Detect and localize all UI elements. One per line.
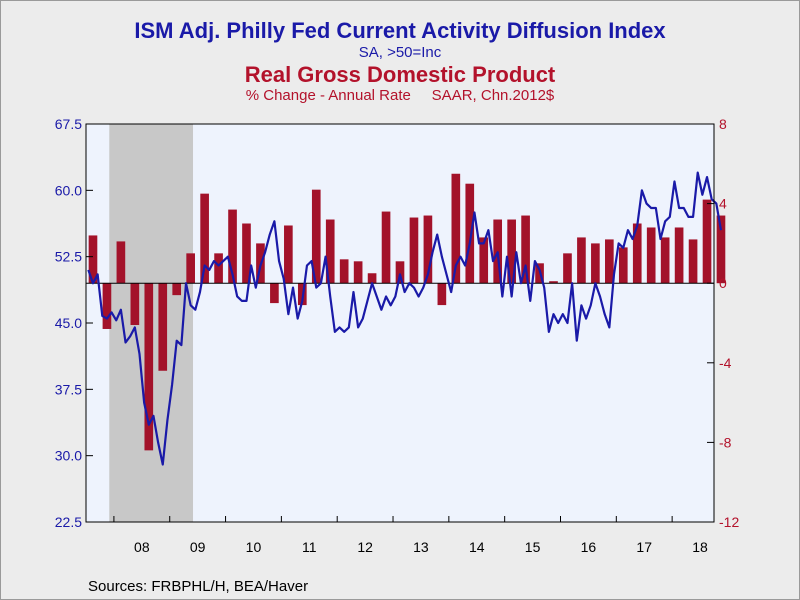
gdp-bar bbox=[688, 239, 698, 284]
gdp-bar bbox=[144, 283, 154, 451]
left-tick-label: 60.0 bbox=[55, 182, 82, 198]
gdp-bar bbox=[451, 173, 461, 284]
gdp-bar bbox=[200, 193, 209, 284]
gdp-bar bbox=[311, 189, 321, 284]
gdp-bar bbox=[88, 235, 98, 284]
gdp-bar bbox=[409, 217, 419, 284]
left-tick-label: 22.5 bbox=[55, 514, 82, 530]
right-tick-label: -12 bbox=[719, 514, 739, 530]
gdp-bar bbox=[395, 261, 405, 284]
gdp-bar bbox=[284, 225, 293, 284]
gdp-bar bbox=[228, 209, 237, 284]
x-axis: 08 09 10 11 12 13 14 15 16 17 18 bbox=[113, 516, 708, 555]
gdp-bar bbox=[465, 183, 475, 284]
right-tick-label: 8 bbox=[719, 116, 727, 132]
gdp-bar bbox=[339, 259, 349, 284]
x-tick-label: 15 bbox=[525, 539, 541, 555]
gdp-bar bbox=[507, 219, 516, 284]
x-tick-label: 14 bbox=[469, 539, 485, 555]
gdp-bar bbox=[186, 253, 195, 284]
right-tick-label: -4 bbox=[719, 355, 732, 371]
gdp-bar bbox=[549, 281, 558, 284]
gdp-bar bbox=[521, 215, 530, 284]
gdp-bar bbox=[214, 253, 223, 284]
left-tick-label: 45.0 bbox=[55, 315, 82, 331]
gdp-bar bbox=[660, 237, 670, 284]
gdp-bar bbox=[325, 219, 335, 284]
x-tick-label: 10 bbox=[246, 539, 262, 555]
gdp-bar bbox=[716, 215, 726, 284]
gdp-bar bbox=[158, 283, 168, 371]
x-tick-label: 08 bbox=[134, 539, 150, 555]
gdp-bar bbox=[618, 247, 628, 284]
gdp-bar bbox=[102, 283, 112, 329]
x-tick-label: 18 bbox=[692, 539, 708, 555]
x-tick-label: 11 bbox=[302, 539, 317, 555]
gdp-bar bbox=[437, 283, 447, 306]
x-tick-label: 13 bbox=[413, 539, 429, 555]
right-tick-label: 0 bbox=[719, 275, 727, 291]
gdp-bar bbox=[479, 237, 489, 284]
x-tick-label: 09 bbox=[190, 539, 206, 555]
right-tick-label: -8 bbox=[719, 434, 732, 450]
x-tick-label: 16 bbox=[581, 539, 597, 555]
gdp-bar bbox=[242, 223, 251, 284]
gdp-bar bbox=[381, 211, 391, 284]
gdp-bar bbox=[367, 273, 377, 284]
gdp-bar bbox=[591, 243, 600, 284]
left-tick-label: 52.5 bbox=[55, 249, 82, 265]
left-axis: 22.5 30.0 37.5 45.0 52.5 60.0 67.5 bbox=[55, 116, 93, 530]
chart-title: ISM Adj. Philly Fed Current Activity Dif… bbox=[134, 18, 666, 43]
gdp-bar bbox=[353, 261, 363, 284]
x-tick-label: 12 bbox=[357, 539, 373, 555]
left-tick-label: 67.5 bbox=[55, 116, 82, 132]
gdp-bar bbox=[674, 227, 684, 284]
philly-fed-line bbox=[87, 171, 723, 466]
left-tick-label: 37.5 bbox=[55, 381, 82, 397]
source-note: Sources: FRBPHL/H, BEA/Haver bbox=[88, 578, 309, 595]
left-tick-label: 30.0 bbox=[55, 448, 82, 464]
gdp-bar bbox=[646, 227, 656, 284]
right-tick-label: 4 bbox=[719, 196, 727, 212]
gdp-bar bbox=[605, 239, 614, 284]
gdp-bar bbox=[172, 283, 182, 296]
gdp-bar bbox=[270, 283, 279, 304]
x-tick-label: 17 bbox=[636, 539, 652, 555]
gdp-bar bbox=[423, 215, 433, 284]
gdp-bar bbox=[130, 283, 140, 325]
gdp-bar bbox=[632, 223, 642, 284]
gdp-bar bbox=[116, 241, 126, 284]
gdp-bar bbox=[577, 237, 586, 284]
right-axis: -12 -8 -4 0 4 8 bbox=[707, 116, 739, 530]
chart-subtitle-right-series: % Change - Annual Rate SAAR, Chn.2012$ bbox=[245, 87, 555, 104]
gdp-bar bbox=[563, 253, 572, 284]
chart-subtitle-left-series: SA, >50=Inc bbox=[358, 44, 442, 61]
chart-title-right-series: Real Gross Domestic Product bbox=[244, 62, 556, 87]
gdp-bar bbox=[702, 199, 712, 284]
